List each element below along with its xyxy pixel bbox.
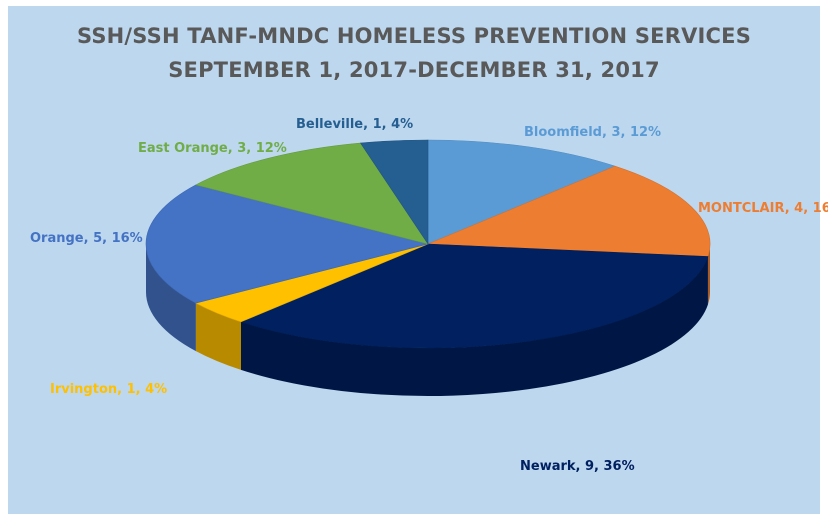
data-label-orange: Orange, 5, 16%	[30, 231, 143, 246]
chart-subtitle: SEPTEMBER 1, 2017-DECEMBER 31, 2017	[168, 58, 660, 82]
data-label-irvington: Irvington, 1, 4%	[50, 382, 167, 397]
slice-orange[interactable]	[145, 184, 429, 304]
slice-side-montclair	[707, 244, 710, 305]
slice-newark[interactable]	[240, 243, 709, 349]
data-labels: Bloomfield, 3, 12% MONTCLAIR, 4, 16% Newar…	[30, 117, 828, 474]
slice-side-newark	[240, 256, 708, 396]
slice-montclair[interactable]	[427, 165, 711, 257]
data-label-newark: Newark, 9, 36%	[520, 459, 635, 474]
data-label-belleville: Belleville, 1, 4%	[296, 117, 413, 132]
chart-title: SSH/SSH TANF-MNDC HOMELESS PREVENTION SE…	[76, 24, 752, 48]
slice-east-orange[interactable]	[195, 142, 429, 245]
slice-side-irvington	[195, 303, 241, 370]
pie-top	[145, 139, 711, 349]
data-label-east-orange: East Orange, 3, 12%	[138, 141, 287, 156]
slice-side-orange	[146, 244, 196, 352]
slice-belleville[interactable]	[359, 139, 429, 245]
data-label-montclair: MONTCLAIR, 4, 16%	[698, 201, 828, 216]
pie-sides	[146, 244, 710, 396]
slice-bloomfield[interactable]	[427, 139, 616, 245]
data-label-bloomfield: Bloomfield, 3, 12%	[524, 125, 661, 140]
